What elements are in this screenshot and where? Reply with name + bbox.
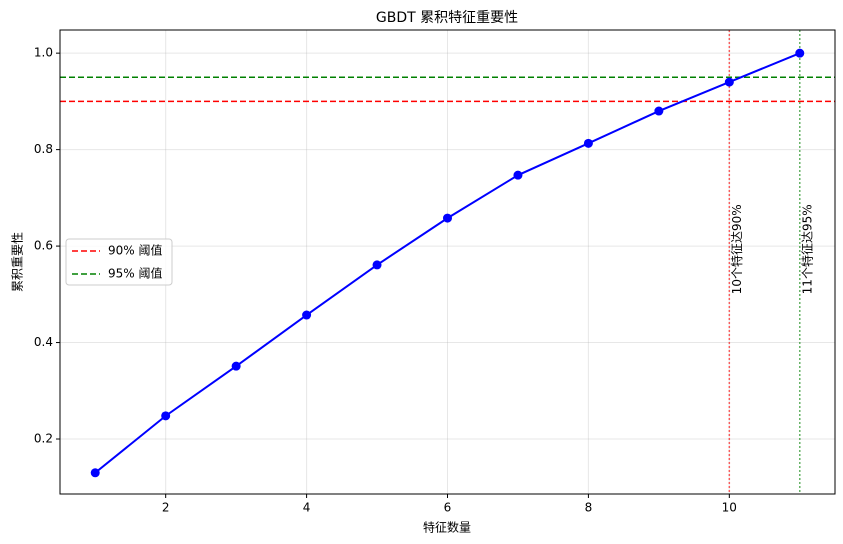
- point: [583, 138, 593, 148]
- chart-title: GBDT 累积特征重要性: [376, 10, 518, 26]
- point: [513, 170, 523, 180]
- y-tick-label: 0.2: [34, 432, 53, 446]
- annotation: 10个特征达90%: [729, 204, 744, 294]
- point: [231, 361, 241, 371]
- x-tick-label: 10: [722, 501, 737, 515]
- point: [372, 260, 382, 270]
- x-tick-label: 8: [585, 501, 593, 515]
- x-tick-label: 2: [162, 501, 170, 515]
- y-tick-label: 0.8: [34, 142, 53, 156]
- legend-label: 95% 阈值: [108, 266, 163, 281]
- annotation: 11个特征达95%: [799, 204, 814, 294]
- point: [654, 106, 664, 116]
- x-tick-label: 4: [303, 501, 311, 515]
- point: [795, 48, 805, 58]
- point: [90, 468, 100, 478]
- point: [724, 77, 734, 87]
- axes-frame: [59, 29, 836, 495]
- point: [302, 310, 312, 320]
- y-tick-label: 0.4: [34, 335, 53, 349]
- y-tick-label: 1.0: [34, 46, 53, 60]
- y-axis-label: 累积重要性: [11, 232, 25, 292]
- legend-label: 90% 阈值: [108, 243, 163, 258]
- x-tick-label: 6: [444, 501, 452, 515]
- point: [443, 213, 452, 223]
- x-axis-label: 特征数量: [423, 520, 471, 535]
- point: [161, 411, 171, 421]
- y-tick-label: 0.6: [34, 239, 53, 253]
